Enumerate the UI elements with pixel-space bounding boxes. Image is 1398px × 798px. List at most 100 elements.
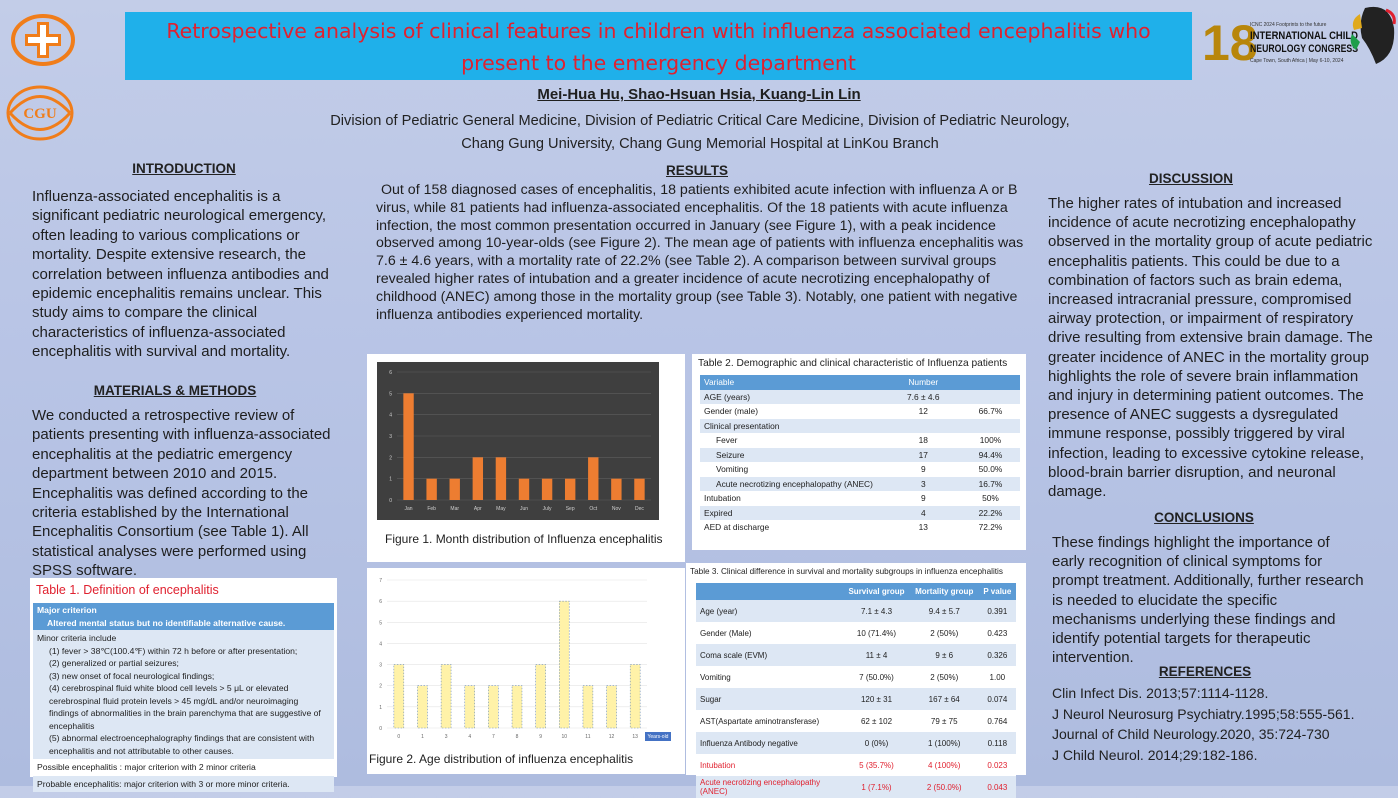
reference-item: Clin Infect Dis. 2013;57:1114-1128. [1052, 685, 1269, 701]
x-tick-label: Feb [427, 506, 436, 512]
methods-heading: MATERIALS & METHODS [93, 383, 257, 398]
y-tick-label: 5 [379, 620, 382, 626]
table2-cell: 17 [918, 449, 928, 460]
discussion-heading: DISCUSSION [1148, 171, 1233, 186]
table2-row: Vomiting 9 50.0% [700, 462, 1020, 477]
x-tick-label: 7 [492, 734, 495, 740]
table3-row: Acute necrotizing encephalopathy (ANEC) 1… [696, 776, 1016, 798]
table3-cell: Sugar [700, 694, 722, 704]
figure1-panel: 0 1 2 3 4 5 6 Jan Feb Mar Apr May Jun July Sep Oct Nov De… [367, 354, 685, 562]
table2-cell: 7.6 ± 4.6 [907, 391, 940, 402]
y-tick-label: 7 [379, 578, 382, 584]
table1-probable: Probable encephalitis: major criterion w… [33, 775, 334, 792]
y-tick-label: 1 [379, 705, 382, 711]
x-tick-label: 10 [561, 734, 567, 740]
x-tick-label: Apr [474, 506, 482, 512]
x-tick-label: July [543, 506, 552, 512]
x-tick-label: 12 [609, 734, 615, 740]
svg-text:CGU: CGU [23, 106, 57, 122]
table2-cell: Clinical presentation [704, 420, 780, 431]
x-tick-label: May [496, 506, 506, 512]
table2-cell: 94.4% [978, 449, 1003, 460]
table2-cell: 9 [920, 493, 926, 504]
table2-row: Fever 18 100% [700, 433, 1020, 448]
table3-cell: AST(Aspartate aminotransferase) [700, 716, 820, 726]
table2-header-cell: Variable [704, 377, 735, 388]
bar [449, 478, 460, 500]
discussion-text: The higher rates of intubation and incre… [1048, 195, 1373, 501]
table3-cell: 4 (100%) [927, 760, 961, 770]
table3-cell: 0.764 [987, 716, 1008, 726]
table2-header-cell [961, 375, 1020, 390]
table2-cell: Seizure [716, 449, 745, 460]
table1-minor-block: Minor criteria include (1) fever > 38℃(1… [33, 630, 334, 759]
table2-cell: 16.7% [978, 478, 1003, 489]
svg-text:Cape Town, South Africa | May: Cape Town, South Africa | May 6-10, 2024 [1250, 58, 1344, 64]
bar [541, 478, 553, 500]
table3-cell: Influenza Antibody negative [700, 738, 798, 748]
bar [403, 393, 414, 500]
table1-minor-item: (1) fever > 38℃(100.4℉) within 72 h befo… [49, 645, 298, 656]
table3-cell: Vomiting [700, 672, 731, 682]
table2-cell: 72.2% [978, 522, 1003, 533]
table1-possible: Possible encephalitis : major criterion … [33, 759, 334, 776]
x-tick-label: 0 [397, 734, 400, 740]
conclusions-text: These findings highlight the importance … [1052, 534, 1364, 667]
table3-cell: 79 ± 75 [930, 716, 958, 726]
table3-cell: 7 (50.0%) [859, 672, 894, 682]
bar [564, 478, 576, 500]
table2-row: Acute necrotizing encephalopathy (ANEC) 3… [700, 476, 1020, 491]
table3-cell: Gender (Male) [700, 628, 752, 638]
svg-text:INTERNATIONAL CHILD: INTERNATIONAL CHILD [1250, 30, 1358, 42]
bar [582, 685, 594, 729]
bar [472, 457, 484, 500]
table1-major-head: Major criterion [37, 605, 97, 615]
poster-title: Retrospective analysis of clinical featu… [125, 12, 1192, 80]
table2-cell [886, 419, 961, 434]
table3-cell: Intubation [700, 760, 736, 770]
table2-cell: 18 [918, 435, 928, 446]
figure1-caption: Figure 1. Month distribution of Influenz… [385, 532, 663, 546]
x-tick-label: 13 [632, 734, 638, 740]
authors: Mei-Hua Hu, Shao-Hsuan Hsia, Kuang-Lin L… [537, 86, 861, 103]
table3-cell: 7.1 ± 4.3 [860, 606, 893, 616]
bar [611, 478, 622, 500]
table2-cell: AED at discharge [704, 522, 770, 533]
bar [440, 664, 452, 729]
bar [417, 685, 428, 729]
y-tick-label: 0 [389, 498, 392, 504]
bar [634, 478, 645, 500]
table3-header-cell: P value [983, 587, 1012, 596]
affiliation: Division of Pediatric General Medicine, … [200, 110, 1200, 156]
table3: Survival group Mortality group P value Age… [696, 583, 1016, 798]
reference-item: J Neurol Neurosurg Psychiatry.1995;58:55… [1052, 705, 1355, 722]
table2-cell: Acute necrotizing encephalopathy (ANEC) [716, 478, 873, 489]
table3-cell: 11 ± 4 [865, 650, 888, 660]
table2-row: AED at discharge 13 72.2% [700, 520, 1020, 535]
x-tick-label: 1 [421, 734, 424, 740]
results-text: Out of 158 diagnosed cases of encephalit… [376, 182, 1024, 323]
y-tick-label: 2 [389, 455, 392, 461]
table2-cell: Vomiting [716, 464, 749, 475]
x-tick-label: Oct [589, 506, 597, 512]
table3-cell: 1 (7.1%) [861, 782, 892, 792]
table3-row: Age (year) 7.1 ± 4.3 9.4 ± 5.7 0.391 [696, 600, 1016, 622]
table2-cell: 22.2% [978, 507, 1003, 518]
table3-row: Intubation 5 (35.7%) 4 (100%) 0.023 [696, 754, 1016, 776]
table3-cell: 120 ± 31 [860, 694, 893, 704]
bar [518, 478, 530, 500]
y-tick-label: 4 [379, 641, 382, 647]
bar [588, 457, 599, 500]
x-axis-label-box [645, 732, 671, 741]
table3-cell: 0.043 [987, 782, 1008, 792]
reference-item: Journal of Child Neurology.2020, 35:724-… [1052, 726, 1330, 743]
table1-minor-head: Minor criteria include [37, 633, 117, 643]
table3-cell: 62 ± 102 [860, 716, 893, 726]
figure2-caption: Figure 2. Age distribution of influenza … [369, 752, 634, 766]
x-tick-label: 9 [539, 734, 542, 740]
table3-cell: 0.118 [987, 738, 1008, 748]
bar [559, 600, 570, 729]
methods-text: We conducted a retrospective review of p… [32, 407, 331, 580]
table3-header-cell [696, 583, 843, 600]
